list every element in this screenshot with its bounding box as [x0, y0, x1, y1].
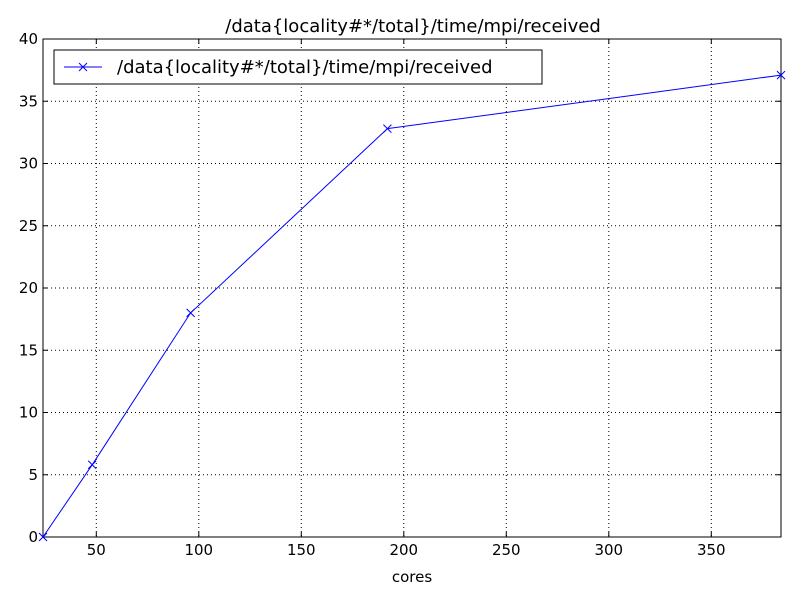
legend: /data{locality#*/total}/time/mpi/receive… — [53, 49, 543, 85]
data-point — [186, 308, 195, 318]
x-tick-label: 50 — [87, 541, 106, 559]
data-point — [776, 70, 786, 80]
legend-marker-swatch — [78, 62, 88, 72]
x-tick-label: 150 — [287, 541, 316, 559]
data-point — [87, 460, 97, 470]
data-point — [38, 532, 48, 542]
data-point — [383, 124, 392, 133]
x-tick-label: 250 — [492, 541, 521, 559]
legend-entry-label: /data{locality#*/total}/time/mpi/receive… — [117, 57, 493, 78]
axis-ticks: 50 100 150 200 250 300 350 0 5 10 15 20 25 30 35 40 — [19, 30, 781, 559]
chart-title: /data{locality#*/total}/time/mpi/receive… — [225, 16, 601, 37]
y-tick-label: 20 — [19, 279, 38, 297]
series-layer — [38, 70, 786, 542]
y-tick-label: 0 — [28, 528, 38, 546]
x-axis-label: cores — [392, 568, 432, 586]
y-tick-label: 35 — [19, 92, 38, 110]
y-tick-label: 10 — [19, 404, 38, 422]
y-tick-label: 40 — [19, 30, 38, 48]
y-tick-label: 25 — [19, 217, 38, 235]
y-tick-label: 5 — [28, 466, 38, 484]
y-tick-label: 15 — [19, 341, 38, 359]
y-tick-label: 30 — [19, 155, 38, 173]
x-tick-label: 350 — [697, 541, 726, 559]
grid — [43, 39, 781, 537]
x-tick-label: 300 — [594, 541, 623, 559]
legend-box — [53, 49, 543, 85]
x-tick-label: 100 — [184, 541, 213, 559]
series-line — [42, 74, 782, 538]
x-tick-label: 200 — [389, 541, 418, 559]
